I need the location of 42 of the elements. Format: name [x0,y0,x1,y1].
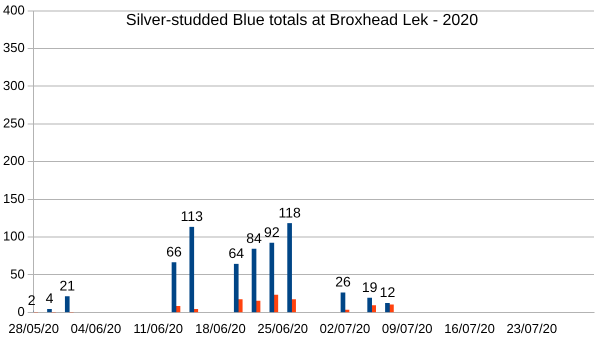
x-tick-label: 11/06/20 [133,320,184,336]
x-tick-label: 09/07/20 [382,320,433,336]
bar [385,303,390,312]
y-tick-label: 100 [2,228,25,244]
y-tick-label: 250 [2,115,25,130]
data-label: 21 [59,277,76,294]
data-label: 92 [264,224,280,240]
data-label: 4 [46,290,54,306]
data-label: 64 [228,245,244,262]
data-label: 118 [278,204,301,220]
bar [234,264,239,312]
data-label: 19 [362,278,378,295]
x-tick-label: 02/07/20 [320,320,370,336]
data-label: 2 [28,292,36,308]
x-tick-label: 04/06/20 [70,320,122,336]
y-tick-label: 50 [10,266,25,282]
data-label: 66 [166,243,182,260]
data-label: 26 [335,274,351,290]
bar [64,296,70,312]
bar [189,226,194,312]
y-tick-label: 150 [2,190,25,206]
bar [287,223,292,312]
x-tick-label: 23/07/20 [506,320,558,336]
y-tick-label: 400 [2,2,25,18]
x-tick-label: 28/05/20 [8,320,59,336]
bar [340,292,346,312]
chart-title: Silver-studded Blue totals at Broxhead Lek - 2020 [126,12,478,29]
y-tick-label: 300 [2,78,25,93]
bar [47,309,52,312]
bar [269,242,274,312]
y-tick-label: 200 [2,153,25,168]
bar [367,298,372,312]
y-tick-label: 0 [17,304,25,319]
y-tick-label: 350 [2,40,25,56]
bar [252,248,256,312]
data-label: 84 [246,230,262,246]
bar [172,262,176,312]
data-label: 12 [380,284,396,300]
data-label: 113 [180,208,204,224]
x-tick-label: 16/07/20 [444,320,495,336]
x-tick-label: 18/06/20 [195,320,246,336]
x-tick-label: 25/06/20 [257,320,308,336]
